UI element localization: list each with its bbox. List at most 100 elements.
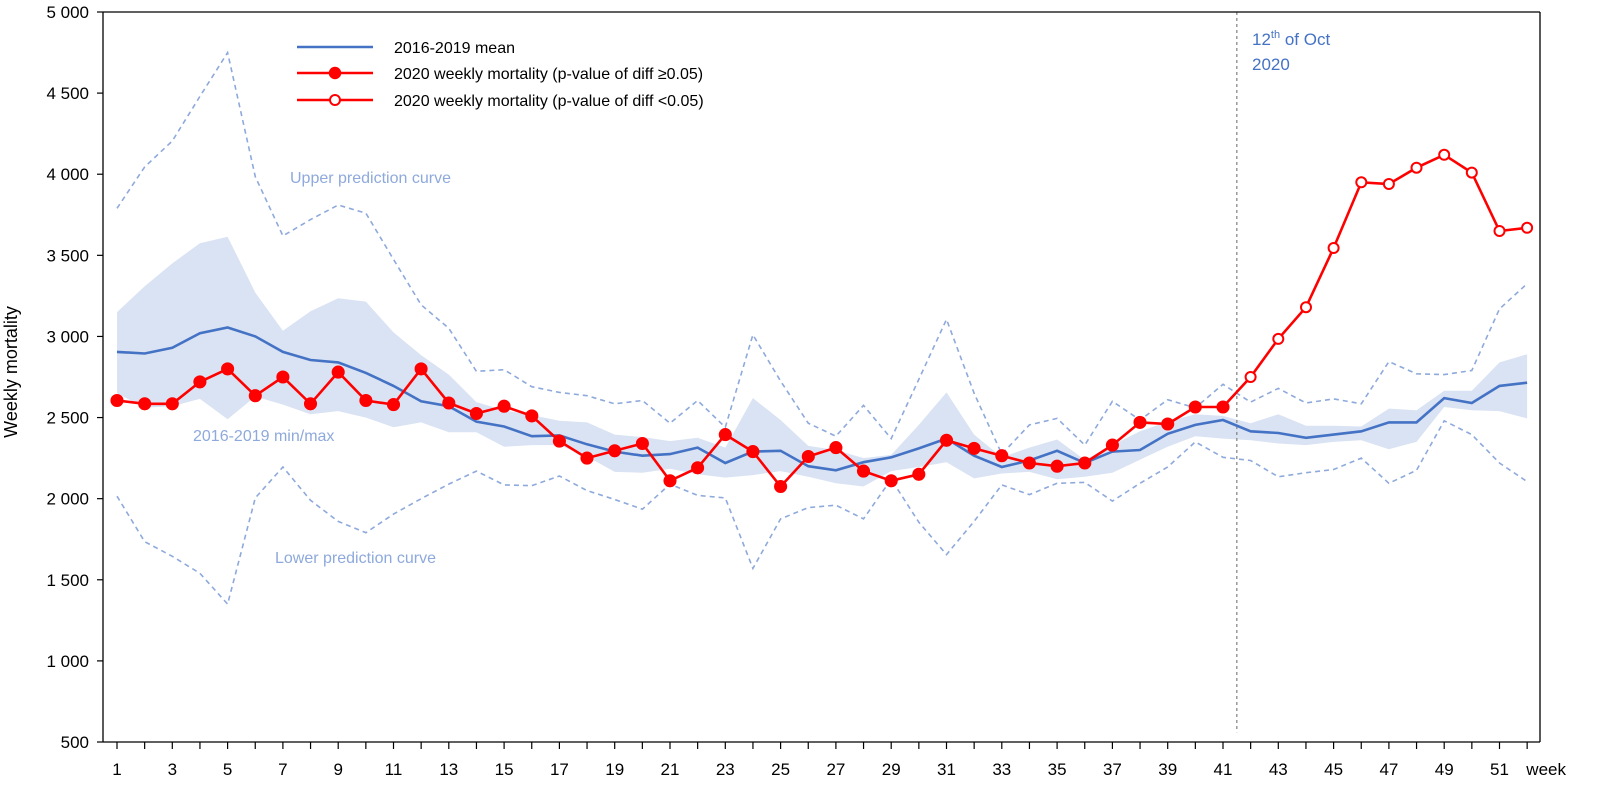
legend-open-marker xyxy=(329,94,341,106)
y-tick-label: 3 500 xyxy=(46,246,89,265)
point-nonsignificant xyxy=(967,441,981,455)
minmax-band xyxy=(117,236,1528,487)
point-nonsignificant xyxy=(774,479,788,494)
point-nonsignificant xyxy=(608,444,622,458)
x-unit-label: week xyxy=(1525,760,1566,779)
y-tick-label: 4 000 xyxy=(46,165,89,184)
x-tick-label: 17 xyxy=(550,760,569,779)
x-tick-label: 33 xyxy=(992,760,1011,779)
mortality-2020-points xyxy=(110,148,1534,494)
axes: 500 1 000 1 500 2 000 2 500 3 000 3 500 4 000 4 … xyxy=(46,3,1566,779)
point-nonsignificant xyxy=(718,428,732,442)
point-nonsignificant xyxy=(856,464,871,478)
point-nonsignificant xyxy=(912,467,926,481)
point-nonsignificant xyxy=(829,441,843,455)
y-tick-label: 500 xyxy=(61,733,89,752)
point-nonsignificant xyxy=(1188,400,1202,414)
x-tick-label: 7 xyxy=(278,760,287,779)
y-tick-label: 1 500 xyxy=(46,571,89,590)
point-nonsignificant xyxy=(221,362,235,376)
point-nonsignificant xyxy=(442,396,456,410)
x-tick-label: 25 xyxy=(771,760,790,779)
point-significant xyxy=(1382,178,1395,190)
point-nonsignificant xyxy=(414,362,428,376)
x-tick-label: 1 xyxy=(112,760,121,779)
point-nonsignificant xyxy=(193,375,207,389)
point-nonsignificant xyxy=(1105,438,1119,452)
point-nonsignificant xyxy=(801,449,815,464)
x-tick-label: 45 xyxy=(1324,760,1343,779)
y-tick-label: 2 500 xyxy=(46,409,89,428)
point-significant xyxy=(1410,161,1423,174)
legend-open-label: 2020 weekly mortality (p-value of diff <… xyxy=(394,93,704,110)
point-nonsignificant xyxy=(1050,459,1064,473)
point-nonsignificant xyxy=(635,436,649,451)
point-nonsignificant xyxy=(1078,456,1092,470)
legend-filled-label: 2020 weekly mortality (p-value of diff ≥… xyxy=(394,66,703,83)
point-significant xyxy=(1300,301,1312,314)
point-nonsignificant xyxy=(165,397,179,411)
legend-mean-label: 2016-2019 mean xyxy=(394,40,515,57)
point-significant xyxy=(1244,371,1257,383)
point-significant xyxy=(1493,225,1506,237)
upper-curve-label: Upper prediction curve xyxy=(290,170,451,187)
x-tick-label: 11 xyxy=(385,760,403,779)
point-nonsignificant xyxy=(386,398,401,412)
point-nonsignificant xyxy=(497,399,511,413)
x-tick-label: 5 xyxy=(223,760,232,779)
x-tick-label: 39 xyxy=(1158,760,1177,779)
y-tick-label: 4 500 xyxy=(46,84,89,103)
x-tick-label: 27 xyxy=(826,760,845,779)
point-nonsignificant xyxy=(552,434,566,448)
point-nonsignificant xyxy=(1133,415,1147,429)
point-nonsignificant xyxy=(1216,400,1230,414)
x-tick-label: 47 xyxy=(1379,760,1398,779)
point-nonsignificant xyxy=(359,393,373,408)
x-tick-label: 21 xyxy=(661,760,680,779)
date-marker-label: 12th of Oct xyxy=(1252,29,1330,49)
point-nonsignificant xyxy=(303,397,318,411)
x-tick-label: 23 xyxy=(716,760,735,779)
upper-prediction-line xyxy=(116,50,1528,456)
point-nonsignificant xyxy=(248,389,262,403)
x-tick-label: 51 xyxy=(1490,760,1509,779)
date-marker-year: 2020 xyxy=(1252,55,1290,74)
point-significant xyxy=(1438,148,1451,161)
point-nonsignificant xyxy=(939,433,954,447)
y-tick-label: 3 000 xyxy=(46,327,89,346)
point-nonsignificant xyxy=(884,474,898,488)
y-axis-label: Weekly mortality xyxy=(1,306,21,438)
point-significant xyxy=(1465,166,1478,179)
point-nonsignificant xyxy=(1022,456,1036,470)
minmax-label: 2016-2019 min/max xyxy=(193,428,334,445)
point-nonsignificant xyxy=(746,445,760,459)
point-significant xyxy=(1355,176,1368,189)
lower-prediction-line xyxy=(116,419,1528,606)
legend-filled-marker xyxy=(328,66,342,80)
x-tick-label: 31 xyxy=(937,760,956,779)
point-significant xyxy=(1521,221,1534,234)
y-tick-label: 2 000 xyxy=(46,490,89,509)
point-nonsignificant xyxy=(276,370,290,384)
point-significant xyxy=(1327,242,1340,254)
point-nonsignificant xyxy=(138,397,152,411)
point-nonsignificant xyxy=(469,406,483,421)
point-nonsignificant xyxy=(580,451,594,465)
y-tick-label: 1 000 xyxy=(46,652,89,671)
x-tick-label: 29 xyxy=(882,760,901,779)
point-nonsignificant xyxy=(110,393,124,408)
point-nonsignificant xyxy=(1161,417,1175,431)
legend: 2016-2019 mean 2020 weekly mortality (p-… xyxy=(297,40,704,110)
point-nonsignificant xyxy=(995,449,1009,463)
y-tick-label: 5 000 xyxy=(46,3,89,22)
point-nonsignificant xyxy=(663,474,677,488)
x-tick-label: 13 xyxy=(439,760,458,779)
point-nonsignificant xyxy=(691,461,705,475)
point-significant xyxy=(1272,332,1285,345)
x-tick-label: 43 xyxy=(1269,760,1288,779)
x-tick-label: 35 xyxy=(1048,760,1067,779)
x-tick-label: 3 xyxy=(168,760,177,779)
lower-curve-label: Lower prediction curve xyxy=(275,550,436,567)
x-tick-label: 15 xyxy=(495,760,514,779)
